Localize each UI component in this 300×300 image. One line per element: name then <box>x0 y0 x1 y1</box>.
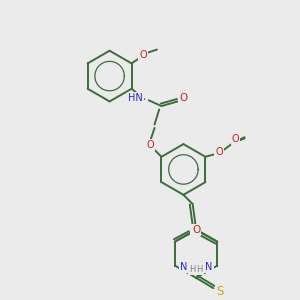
Text: O: O <box>139 50 147 60</box>
Text: O: O <box>192 225 200 235</box>
Text: N: N <box>179 262 187 272</box>
Text: H: H <box>196 265 203 274</box>
Text: O: O <box>179 93 188 103</box>
Text: O: O <box>232 134 239 145</box>
Text: O: O <box>190 225 199 235</box>
Text: N: N <box>205 262 213 272</box>
Text: H: H <box>189 265 196 274</box>
Text: O: O <box>146 140 154 150</box>
Text: S: S <box>217 285 224 298</box>
Text: HN: HN <box>128 93 143 103</box>
Text: O: O <box>215 147 223 157</box>
